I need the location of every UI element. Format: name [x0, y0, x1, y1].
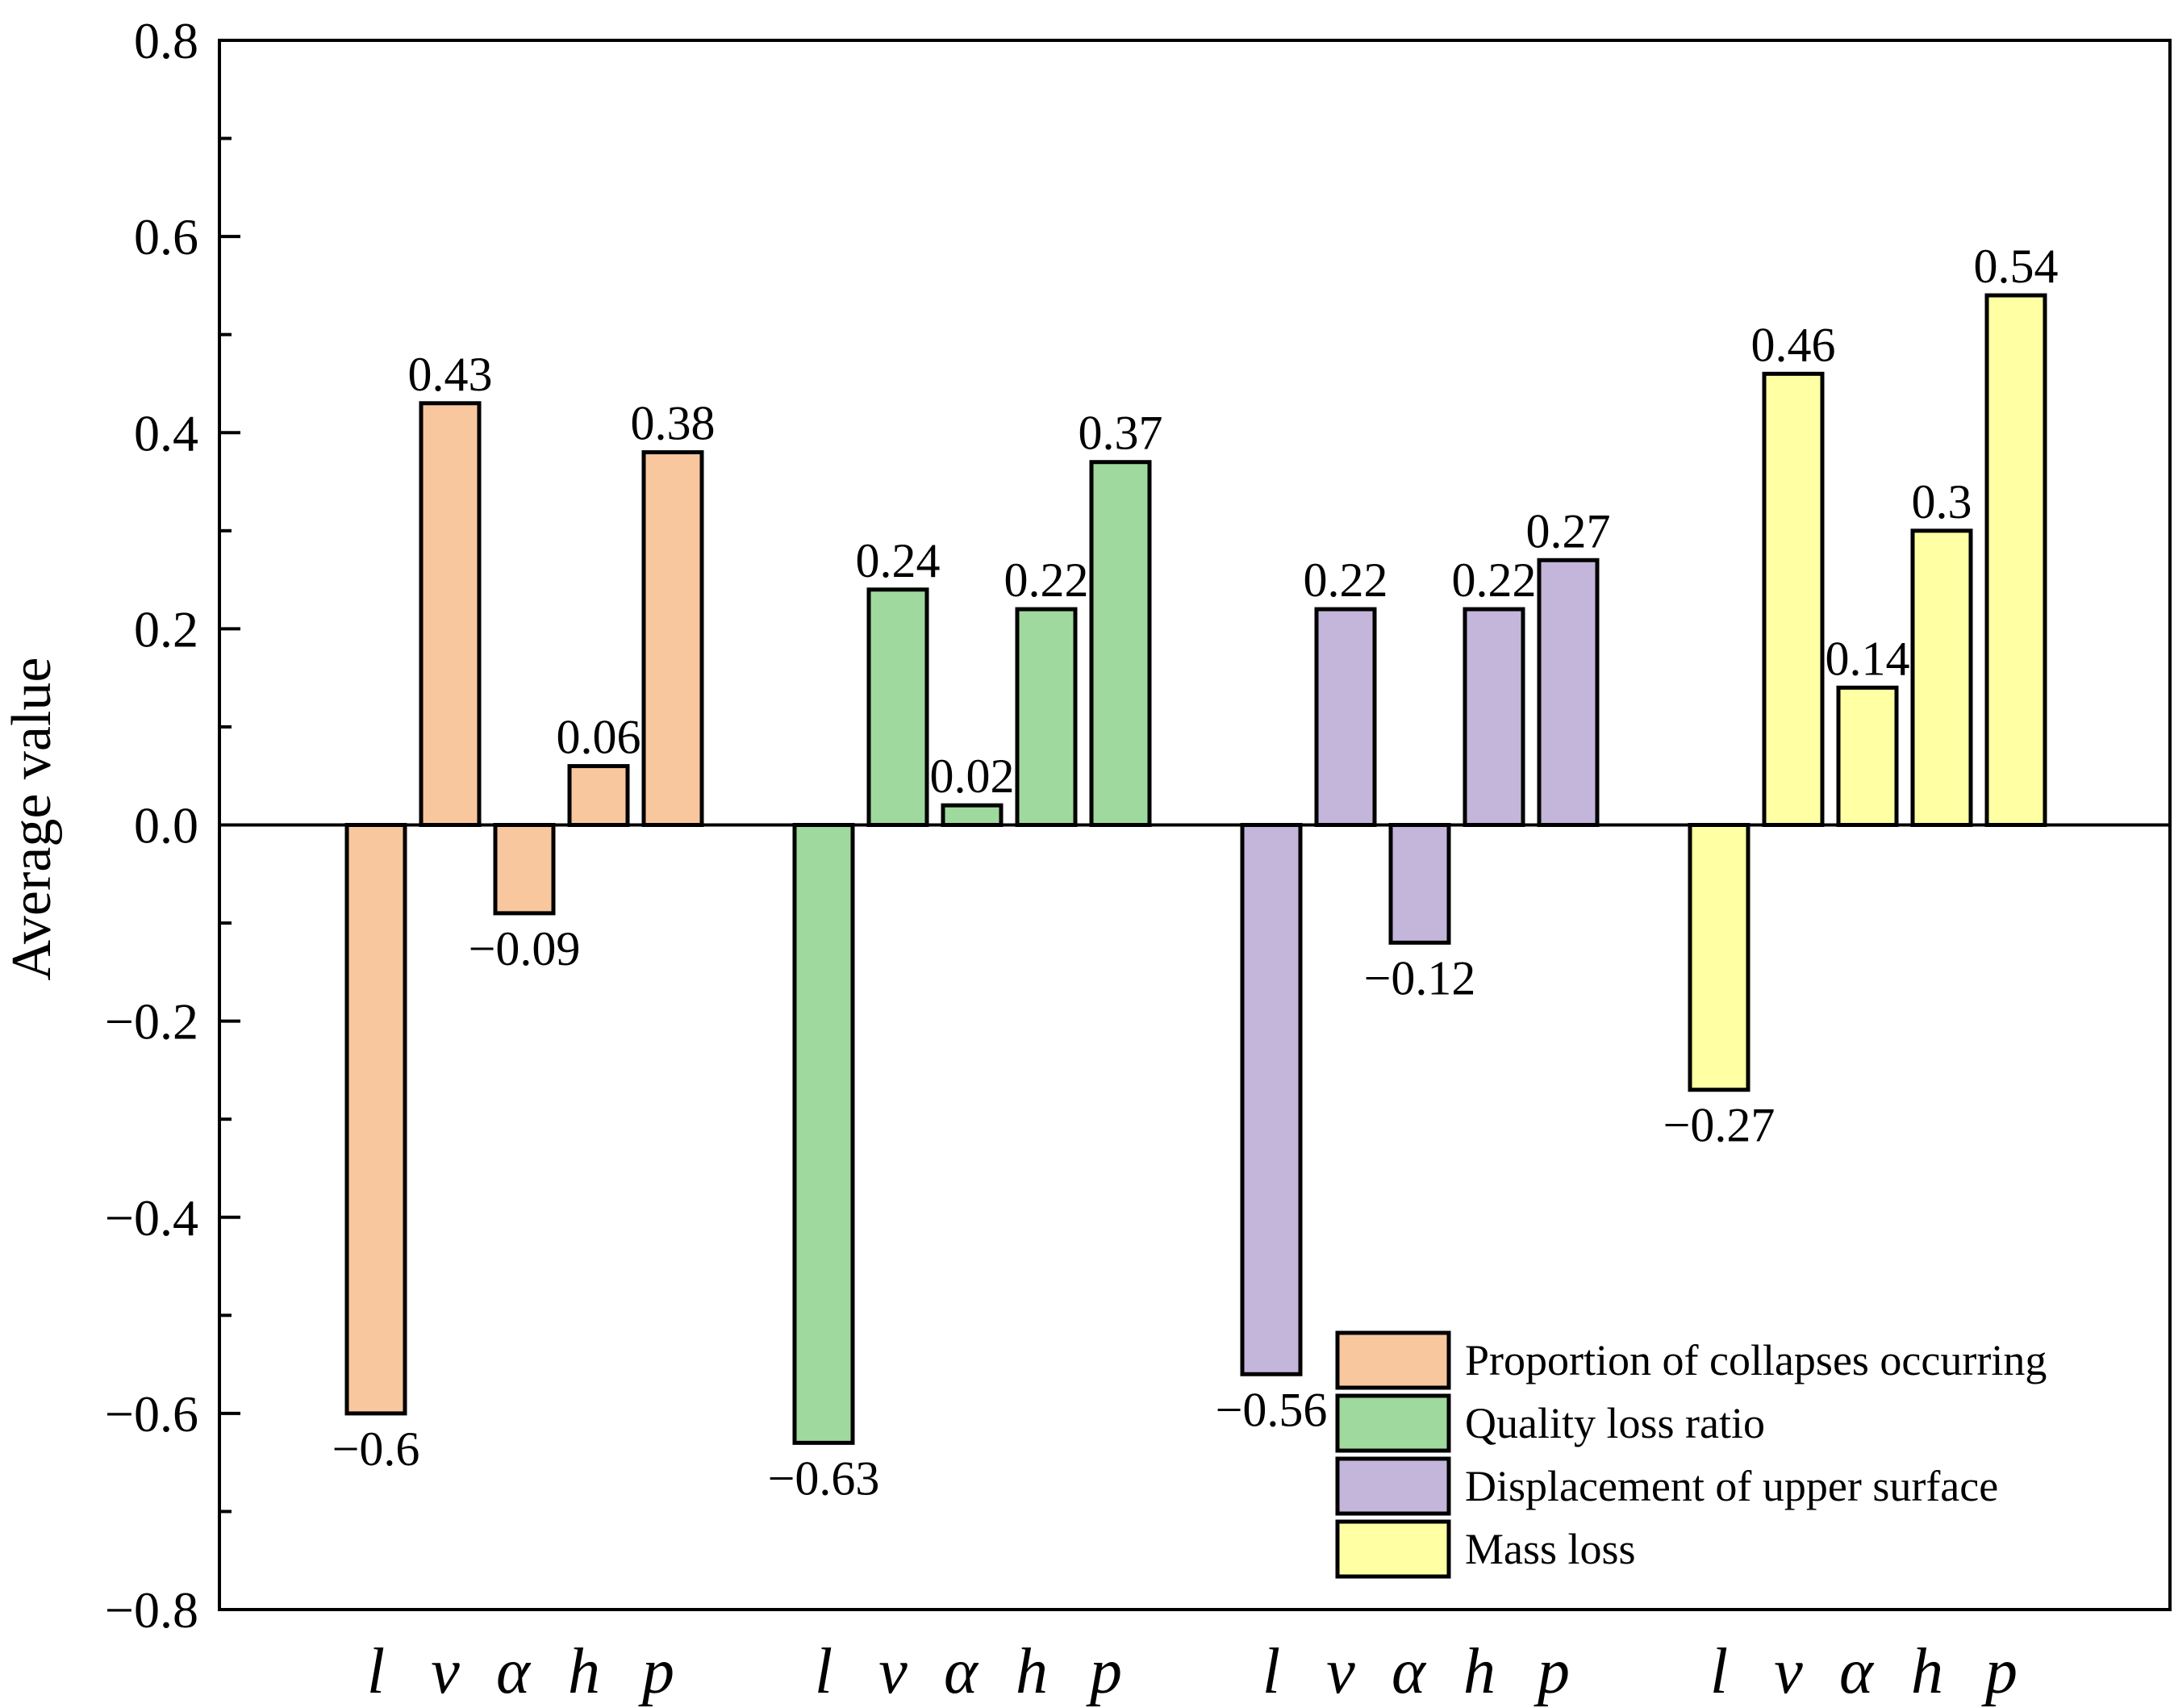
bar-3-v [1314, 607, 1377, 827]
x-category-label: h [1463, 1636, 1496, 1707]
x-category-label: h [1911, 1636, 1943, 1707]
bar-1-v [419, 401, 482, 827]
x-category-label: v [1774, 1636, 1803, 1707]
legend-swatch [1335, 1393, 1451, 1453]
legend-swatch [1335, 1330, 1451, 1390]
data-label: 0.37 [1079, 407, 1163, 460]
data-label: 0.22 [1304, 553, 1388, 607]
data-labels: −0.6 l 0.43 v −0.09 α 0.06 h 0.38 p −0.63 l 0.24 v 0.0… [332, 240, 2059, 1707]
y-tick-label: 0.6 [134, 208, 198, 265]
y-tick-label: −0.8 [105, 1581, 198, 1639]
legend: Proportion of collapses occurring Quality… [1335, 1330, 2047, 1579]
bar-3-h [1463, 607, 1525, 827]
bar-3-l [1240, 823, 1303, 1376]
y-tick-label: −0.2 [105, 993, 198, 1050]
data-label: 0.43 [408, 348, 493, 401]
x-category-label: l [1710, 1636, 1728, 1707]
legend-label: Mass loss [1465, 1525, 1636, 1573]
data-label: 0.46 [1751, 318, 1836, 371]
bars [344, 293, 2047, 1445]
data-label: 0.54 [1974, 240, 2059, 293]
y-tick-label: 0.4 [134, 404, 198, 461]
x-category-label: v [1326, 1636, 1355, 1707]
x-category-label: l [367, 1636, 385, 1707]
x-category-label: p [1086, 1636, 1122, 1707]
data-label: 0.02 [930, 750, 1015, 803]
x-category-label: p [1981, 1636, 2018, 1707]
bar-2-v [866, 587, 929, 827]
data-label: −0.09 [469, 922, 581, 975]
data-label: −0.63 [768, 1451, 880, 1505]
data-label: 0.38 [631, 397, 716, 450]
legend-swatch [1335, 1519, 1451, 1579]
bar-4-h [1910, 528, 1973, 827]
data-label: −0.12 [1364, 951, 1476, 1004]
bar-1-h [567, 764, 630, 827]
bar-4-α [1836, 685, 1899, 827]
y-tick-label: −0.6 [105, 1385, 198, 1443]
bar-3-p [1537, 558, 1600, 827]
legend-label: Quality loss ratio [1465, 1399, 1765, 1447]
x-category-label: p [1533, 1636, 1570, 1707]
legend-label: Displacement of upper surface [1465, 1462, 1998, 1510]
x-category-label: α [496, 1636, 532, 1707]
y-tick-label: 0.8 [134, 12, 198, 69]
x-category-label: h [1016, 1636, 1048, 1707]
bar-2-α [941, 803, 1004, 827]
bar-2-h [1015, 607, 1078, 827]
legend-label: Proportion of collapses occurring [1465, 1336, 2047, 1384]
legend-swatch [1335, 1456, 1451, 1516]
bar-4-p [1984, 293, 2047, 827]
data-label: −0.56 [1216, 1383, 1328, 1436]
x-category-label: h [568, 1636, 600, 1707]
bar-4-v [1762, 371, 1825, 827]
bar-1-p [641, 450, 704, 827]
data-label: 0.3 [1912, 475, 1972, 528]
y-tick-label: −0.4 [105, 1189, 198, 1247]
data-label: −0.27 [1663, 1099, 1776, 1152]
bar-1-α [493, 823, 556, 916]
data-label: 0.22 [1004, 553, 1089, 607]
data-label: −0.6 [332, 1422, 420, 1476]
data-label: 0.22 [1452, 553, 1537, 607]
x-category-label: v [878, 1636, 908, 1707]
bar-3-α [1388, 823, 1451, 945]
data-label: 0.24 [856, 534, 941, 587]
x-category-label: α [1839, 1636, 1875, 1707]
bar-4-l [1688, 823, 1750, 1092]
data-label: 0.06 [557, 711, 641, 764]
x-category-label: α [1392, 1636, 1427, 1707]
bar-2-l [792, 823, 855, 1445]
x-category-label: p [638, 1636, 674, 1707]
x-category-label: l [815, 1636, 832, 1707]
y-axis-title: Average value [1, 658, 63, 981]
data-label: 0.14 [1826, 632, 1910, 685]
data-label: 0.27 [1526, 504, 1611, 558]
axes: 0.8 0.6 0.4 0.2 0.0 −0.2 −0.4 −0.6 −0.8 [105, 12, 2172, 1639]
bar-2-p [1089, 460, 1152, 827]
x-category-label: l [1262, 1636, 1280, 1707]
x-category-label: α [944, 1636, 979, 1707]
x-category-label: v [431, 1636, 460, 1707]
bar-1-l [344, 823, 407, 1416]
y-tick-label: 0.0 [134, 797, 198, 854]
y-tick-label: 0.2 [134, 600, 198, 658]
